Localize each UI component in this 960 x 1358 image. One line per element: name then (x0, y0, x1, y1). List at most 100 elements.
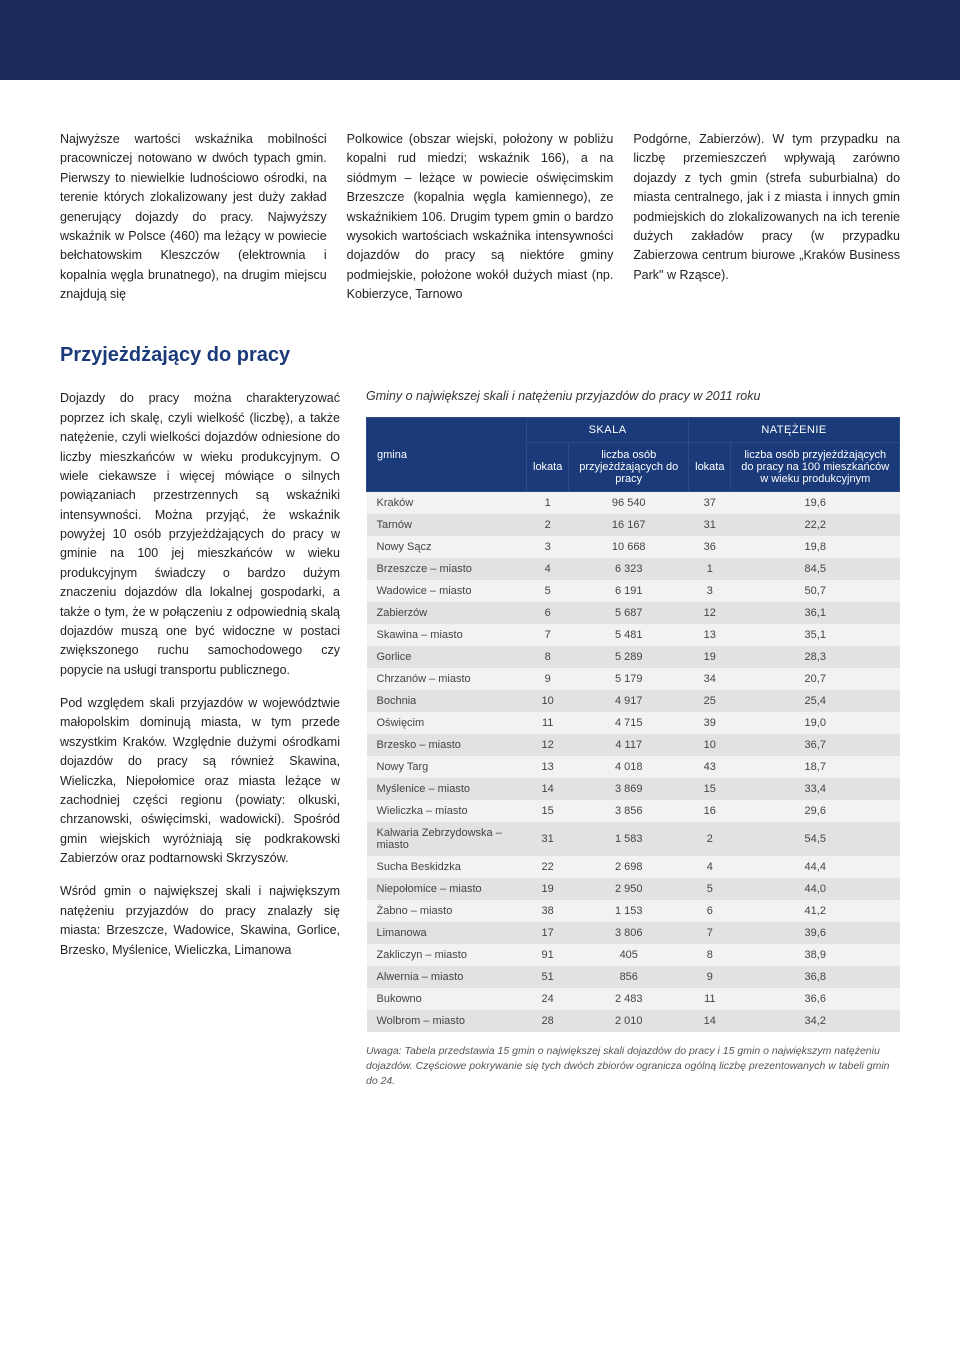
main-row: Dojazdy do pracy można charakteryzować p… (60, 389, 900, 1088)
intro-col-3: Podgórne, Zabierzów). W tym przypadku na… (633, 130, 900, 304)
cell-skala-lokata: 3 (527, 536, 569, 558)
table-column: Gminy o największej skali i natężeniu pr… (366, 389, 900, 1088)
cell-nat-liczba: 28,3 (731, 646, 900, 668)
cell-nat-lokata: 6 (689, 900, 731, 922)
cell-nat-lokata: 5 (689, 878, 731, 900)
section-title: Przyjeżdżający do pracy (60, 344, 900, 367)
cell-skala-liczba: 5 289 (569, 646, 689, 668)
cell-skala-lokata: 12 (527, 734, 569, 756)
cell-skala-liczba: 16 167 (569, 514, 689, 536)
cell-skala-lokata: 19 (527, 878, 569, 900)
cell-skala-liczba: 3 806 (569, 922, 689, 944)
cell-skala-lokata: 9 (527, 668, 569, 690)
intro-columns: Najwyższe wartości wskaźnika mobilności … (60, 130, 900, 304)
th-skala-group: SKALA (527, 418, 689, 443)
cell-gmina: Oświęcim (367, 712, 527, 734)
cell-skala-lokata: 4 (527, 558, 569, 580)
cell-nat-lokata: 4 (689, 856, 731, 878)
cell-gmina: Wolbrom – miasto (367, 1010, 527, 1032)
cell-nat-liczba: 33,4 (731, 778, 900, 800)
cell-nat-liczba: 20,7 (731, 668, 900, 690)
cell-skala-liczba: 4 117 (569, 734, 689, 756)
table-row: Brzesko – miasto124 1171036,7 (367, 734, 900, 756)
cell-skala-lokata: 7 (527, 624, 569, 646)
cell-gmina: Żabno – miasto (367, 900, 527, 922)
paragraph-2: Pod względem skali przyjazdów w wojewódz… (60, 694, 340, 868)
cell-skala-liczba: 2 483 (569, 988, 689, 1010)
cell-skala-liczba: 1 153 (569, 900, 689, 922)
cell-skala-liczba: 4 715 (569, 712, 689, 734)
cell-skala-liczba: 856 (569, 966, 689, 988)
table-row: Alwernia – miasto51856936,8 (367, 966, 900, 988)
cell-skala-liczba: 10 668 (569, 536, 689, 558)
cell-nat-liczba: 22,2 (731, 514, 900, 536)
table-row: Bukowno242 4831136,6 (367, 988, 900, 1010)
intro-col-1: Najwyższe wartości wskaźnika mobilności … (60, 130, 327, 304)
cell-nat-liczba: 25,4 (731, 690, 900, 712)
cell-nat-lokata: 14 (689, 1010, 731, 1032)
cell-skala-liczba: 4 917 (569, 690, 689, 712)
cell-nat-lokata: 12 (689, 602, 731, 624)
cell-nat-liczba: 41,2 (731, 900, 900, 922)
cell-nat-liczba: 54,5 (731, 822, 900, 856)
cell-nat-liczba: 19,6 (731, 492, 900, 515)
table-row: Niepołomice – miasto192 950544,0 (367, 878, 900, 900)
table-row: Tarnów216 1673122,2 (367, 514, 900, 536)
cell-skala-liczba: 4 018 (569, 756, 689, 778)
cell-skala-lokata: 91 (527, 944, 569, 966)
cell-nat-liczba: 38,9 (731, 944, 900, 966)
cell-gmina: Brzeszcze – miasto (367, 558, 527, 580)
table-row: Myślenice – miasto143 8691533,4 (367, 778, 900, 800)
cell-nat-lokata: 15 (689, 778, 731, 800)
cell-skala-lokata: 11 (527, 712, 569, 734)
cell-gmina: Wieliczka – miasto (367, 800, 527, 822)
cell-skala-lokata: 22 (527, 856, 569, 878)
cell-skala-lokata: 1 (527, 492, 569, 515)
cell-gmina: Zabierzów (367, 602, 527, 624)
data-table: gmina SKALA NATĘŻENIE lokata liczba osób… (366, 417, 900, 1032)
table-caption: Gminy o największej skali i natężeniu pr… (366, 389, 900, 403)
table-row: Sucha Beskidzka222 698444,4 (367, 856, 900, 878)
table-row: Wieliczka – miasto153 8561629,6 (367, 800, 900, 822)
cell-nat-lokata: 43 (689, 756, 731, 778)
cell-nat-lokata: 36 (689, 536, 731, 558)
cell-nat-liczba: 36,8 (731, 966, 900, 988)
table-row: Nowy Sącz310 6683619,8 (367, 536, 900, 558)
cell-gmina: Sucha Beskidzka (367, 856, 527, 878)
cell-nat-lokata: 8 (689, 944, 731, 966)
cell-nat-liczba: 29,6 (731, 800, 900, 822)
paragraph-3: Wśród gmin o największej skali i najwięk… (60, 882, 340, 960)
paragraph-1: Dojazdy do pracy można charakteryzować p… (60, 389, 340, 680)
cell-nat-lokata: 3 (689, 580, 731, 602)
table-row: Skawina – miasto75 4811335,1 (367, 624, 900, 646)
cell-nat-liczba: 39,6 (731, 922, 900, 944)
cell-nat-lokata: 10 (689, 734, 731, 756)
cell-gmina: Bochnia (367, 690, 527, 712)
cell-nat-liczba: 50,7 (731, 580, 900, 602)
cell-skala-liczba: 5 179 (569, 668, 689, 690)
cell-nat-liczba: 19,0 (731, 712, 900, 734)
cell-gmina: Kraków (367, 492, 527, 515)
cell-skala-liczba: 96 540 (569, 492, 689, 515)
cell-skala-liczba: 6 323 (569, 558, 689, 580)
cell-nat-lokata: 39 (689, 712, 731, 734)
cell-skala-liczba: 3 856 (569, 800, 689, 822)
cell-skala-lokata: 14 (527, 778, 569, 800)
table-row: Zabierzów65 6871236,1 (367, 602, 900, 624)
table-row: Nowy Targ134 0184318,7 (367, 756, 900, 778)
cell-nat-liczba: 19,8 (731, 536, 900, 558)
cell-gmina: Kalwaria Zebrzydowska – miasto (367, 822, 527, 856)
cell-skala-liczba: 2 010 (569, 1010, 689, 1032)
cell-nat-lokata: 2 (689, 822, 731, 856)
cell-skala-liczba: 5 687 (569, 602, 689, 624)
cell-skala-lokata: 17 (527, 922, 569, 944)
cell-gmina: Gorlice (367, 646, 527, 668)
cell-gmina: Nowy Sącz (367, 536, 527, 558)
th-gmina: gmina (367, 418, 527, 492)
th-skala-lokata: lokata (527, 443, 569, 492)
table-row: Chrzanów – miasto95 1793420,7 (367, 668, 900, 690)
cell-skala-lokata: 8 (527, 646, 569, 668)
th-nat-liczba: liczba osób przyjeżdżających do pracy na… (731, 443, 900, 492)
cell-nat-lokata: 31 (689, 514, 731, 536)
cell-skala-liczba: 6 191 (569, 580, 689, 602)
